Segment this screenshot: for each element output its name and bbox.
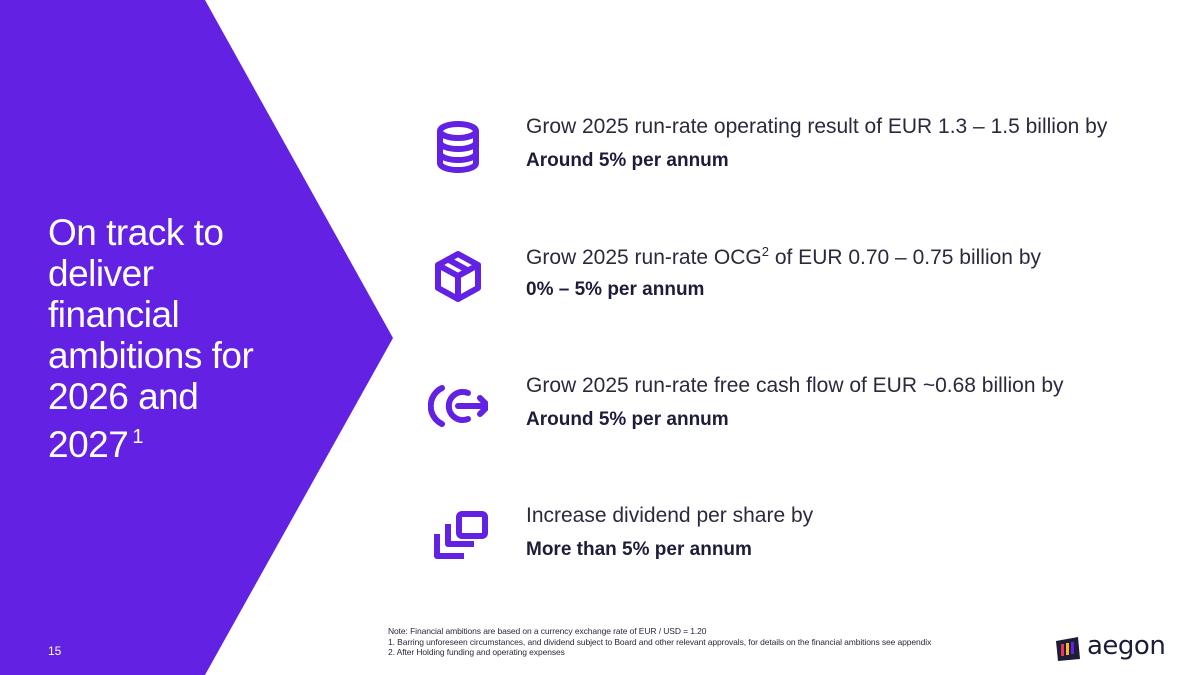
ambition-description-text: Grow 2025 run-rate OCG <box>526 246 762 269</box>
aegon-logo-mark-icon <box>1056 637 1080 661</box>
aegon-logo: aegon <box>1054 631 1166 667</box>
database-icon <box>437 121 479 173</box>
ambition-target: Around 5% per annum <box>526 150 729 171</box>
stacked-cards-icon <box>434 511 488 559</box>
note-exchange-rate: Note: Financial ambitions are based on a… <box>388 626 707 636</box>
aegon-logo-text: aegon <box>1087 631 1166 661</box>
footnote-ref: 2 <box>761 244 769 259</box>
ambition-description: Grow 2025 run-rate OCG2 of EUR 0.70 – 0.… <box>526 244 1041 270</box>
package-box-icon <box>435 251 481 302</box>
ambition-description: Grow 2025 run-rate free cash flow of EUR… <box>526 374 1064 397</box>
ambition-description: Grow 2025 run-rate operating result of E… <box>526 115 1108 138</box>
footnotes: Note: Financial ambitions are based on a… <box>388 626 931 658</box>
ambition-target: More than 5% per annum <box>526 539 752 560</box>
note-2: 2. After Holding funding and operating e… <box>388 647 565 657</box>
ambition-item-free-cash-flow: Grow 2025 run-rate free cash flow of EUR… <box>424 374 1164 444</box>
note-1: 1. Barring unforeseen circumstances, and… <box>388 636 932 647</box>
ambition-item-ocg: Grow 2025 run-rate OCG2 of EUR 0.70 – 0.… <box>424 244 1164 314</box>
ambition-item-dividend: Increase dividend per share by More than… <box>424 504 1164 574</box>
headline-text: On track to deliver financial ambitions … <box>48 212 254 465</box>
ambition-target: Around 5% per annum <box>526 409 729 430</box>
ambition-item-operating-result: Grow 2025 run-rate operating result of E… <box>424 115 1164 185</box>
ambition-description-text-cont: of EUR 0.70 – 0.75 billion by <box>769 246 1041 269</box>
cash-flow-out-icon <box>428 385 488 427</box>
ambition-description: Increase dividend per share by <box>526 504 814 527</box>
ambition-target: 0% – 5% per annum <box>526 279 705 300</box>
slide-headline: On track to deliver financial ambitions … <box>48 212 278 465</box>
page-number: 15 <box>48 644 62 658</box>
headline-footnote-ref: 1 <box>132 426 143 448</box>
